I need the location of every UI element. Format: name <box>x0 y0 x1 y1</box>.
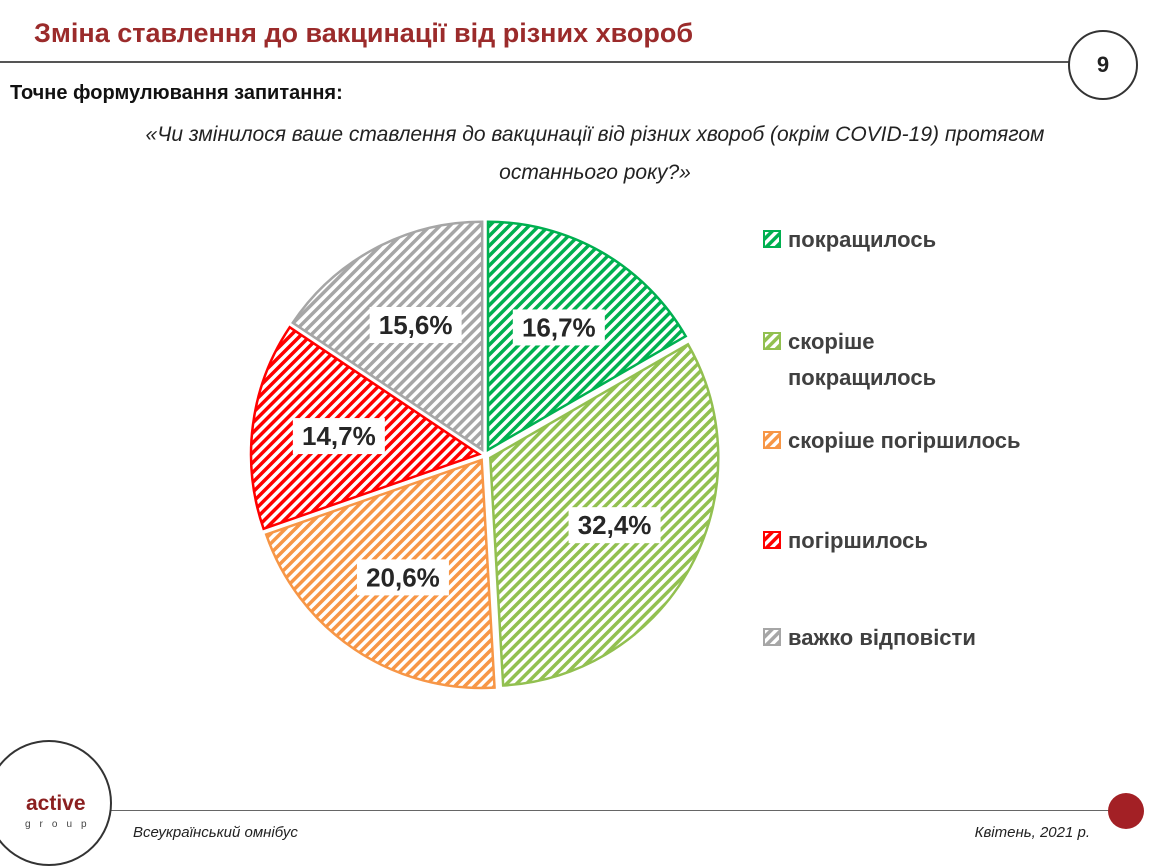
legend-swatch-square <box>763 332 781 350</box>
question-line-1: «Чи змінилося ваше ставлення до вакцинац… <box>145 123 1045 146</box>
logo-wordmark: active <box>26 792 86 815</box>
data-label-text: 20,6% <box>366 562 440 592</box>
title-rule <box>0 61 1095 63</box>
data-label-background <box>369 306 462 343</box>
data-label-text: 14,7% <box>302 421 376 451</box>
active-group-logo: active group <box>0 740 112 866</box>
data-label-background <box>292 418 385 455</box>
page-number-badge: 9 <box>1068 30 1138 100</box>
legend-label: важко відповісти <box>788 625 976 650</box>
data-label-text: 16,7% <box>522 312 596 342</box>
data-label-background <box>356 559 449 596</box>
legend-label: скоріше погіршилось <box>788 428 1021 453</box>
data-label-text: 32,4% <box>578 510 652 540</box>
legend-item-pohirshylos: погіршилось <box>762 523 928 559</box>
slice-data-label: 20,6% <box>356 559 449 596</box>
legend-item-skorishe-pohirshylos: скоріше погіршилось <box>762 423 1021 459</box>
legend-label-continued: покращилось <box>788 365 937 390</box>
legend-label: покращилось <box>788 227 937 252</box>
slice-data-label: 15,6% <box>369 306 462 343</box>
data-label-background <box>512 309 605 346</box>
footer-survey-name: Всеукраїнський омнібус <box>133 824 298 841</box>
hatched-square-lightgreen-icon <box>763 332 781 350</box>
question-line-2: останнього року?» <box>499 161 691 184</box>
legend-swatch-square <box>763 431 781 449</box>
slice-data-label: 16,7% <box>512 309 605 346</box>
question-text: «Чи змінилося ваше ставлення до вакцинац… <box>50 116 1140 192</box>
slice-data-label: 14,7% <box>292 418 385 455</box>
legend-swatch-square <box>763 531 781 549</box>
slice-data-label: 32,4% <box>568 507 661 544</box>
logo-subtitle: group <box>25 819 96 830</box>
legend-swatch-square <box>763 230 781 248</box>
legend-label: погіршилось <box>788 528 928 553</box>
legend-swatch-square <box>763 628 781 646</box>
legend-item-vazhko-vidpovisty: важко відповісти <box>762 620 976 656</box>
footer-date: Квітень, 2021 р. <box>974 824 1090 841</box>
question-label: Точне формулювання запитання: <box>10 82 343 104</box>
legend-item-skorishe-pokrashchylos: скоріше покращилось <box>762 324 936 396</box>
hatched-square-orange-icon <box>763 431 781 449</box>
legend-item-pokrashchylos: покращилось <box>762 222 936 258</box>
slide-title: Зміна ставлення до вакцинації від різних… <box>34 18 694 48</box>
hatched-square-gray-icon <box>763 628 781 646</box>
footer-rule <box>110 810 1120 811</box>
data-label-text: 15,6% <box>379 310 453 340</box>
footer-accent-dot <box>1108 793 1144 829</box>
data-label-background <box>568 507 661 544</box>
hatched-square-green-icon <box>763 230 781 248</box>
legend-label: скоріше <box>788 329 875 354</box>
hatched-square-red-icon <box>763 531 781 549</box>
